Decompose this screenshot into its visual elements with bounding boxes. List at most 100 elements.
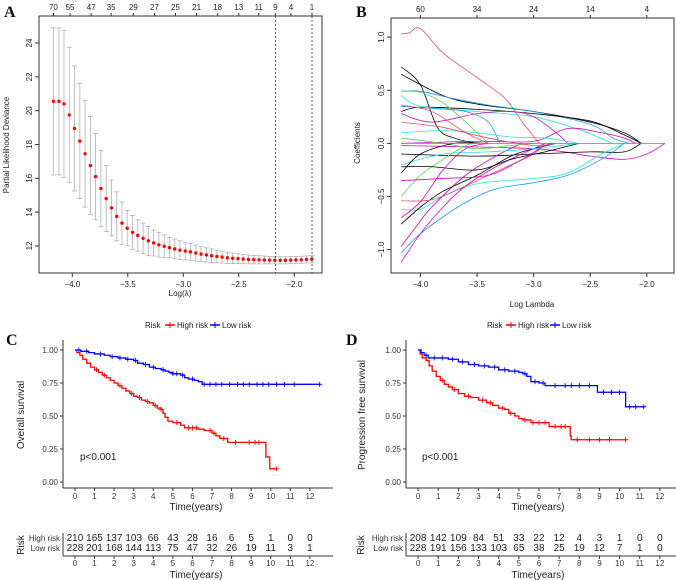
censor-mark [569, 383, 574, 388]
censor-mark [266, 382, 271, 387]
censor-mark [482, 363, 487, 368]
coefficient-path [401, 91, 488, 143]
censor-mark [98, 351, 103, 356]
risk-count: 19 [246, 543, 258, 554]
risk-table-x-tick-label: 2 [456, 559, 461, 568]
deviance-point [136, 234, 139, 237]
deviance-point [220, 255, 223, 258]
x-tick-label: −2.0 [639, 280, 655, 289]
top-tick-label: 13 [234, 3, 243, 12]
deviance-point [289, 258, 292, 261]
deviance-point [168, 246, 171, 249]
risk-table-x-tick-label: 10 [615, 559, 624, 568]
top-tick-label: 24 [529, 5, 538, 14]
censor-mark [274, 382, 279, 387]
deviance-point [231, 257, 234, 260]
censor-mark [213, 382, 218, 387]
deviance-point [194, 251, 197, 254]
y-tick-label: 0.5 [377, 84, 386, 96]
coefficient-path [401, 143, 624, 252]
y-axis-label: Coefficients [353, 122, 362, 164]
risk-count: 47 [187, 543, 199, 554]
censor-mark [609, 390, 614, 395]
risk-count: 228 [67, 543, 84, 554]
panel-d-progression-free-survival: Risk High risk Low risk Time(years) Prog… [356, 321, 676, 580]
censor-mark [256, 440, 261, 445]
x-tick-label: 2 [112, 492, 117, 501]
censor-mark [502, 367, 507, 372]
censor-mark [601, 390, 606, 395]
deviance-point [120, 221, 123, 224]
top-tick-label: 34 [473, 5, 482, 14]
y-tick-label: 0.25 [385, 445, 401, 454]
top-tick-label: 60 [416, 5, 425, 14]
censor-mark [282, 382, 287, 387]
x-tick-label: 11 [286, 492, 295, 501]
top-tick-label: 35 [107, 3, 116, 12]
risk-count: 201 [86, 543, 103, 554]
deviance-point [89, 164, 92, 167]
deviance-point [226, 256, 229, 259]
risk-row-label: High risk [29, 534, 61, 543]
deviance-point [189, 250, 192, 253]
censor-mark [492, 365, 497, 370]
top-tick-label: 18 [213, 3, 222, 12]
coefficient-path [401, 143, 579, 164]
censor-mark [587, 437, 592, 442]
risk-table-x-tick-label: 4 [151, 559, 156, 568]
top-tick-label: 55 [66, 3, 75, 12]
censor-mark [235, 382, 240, 387]
x-tick-label: 6 [190, 492, 195, 501]
deviance-point [210, 254, 213, 257]
risk-count: 7 [617, 543, 623, 554]
y-tick-label: 1.00 [42, 346, 58, 355]
risk-table-x-tick-label: 8 [577, 559, 582, 568]
panel-label-d: D [346, 332, 358, 349]
y-tick-label: 16 [25, 173, 34, 182]
p-value: p<0.001 [422, 452, 459, 463]
censor-mark [247, 440, 252, 445]
deviance-point [305, 258, 308, 261]
deviance-point [205, 253, 208, 256]
survival-curve-high-risk [75, 350, 277, 469]
censor-mark [317, 382, 322, 387]
risk-table-x-tick-label: 0 [73, 559, 78, 568]
risk-row-label: Low risk [374, 544, 404, 553]
risk-count: 19 [574, 543, 586, 554]
censor-mark [577, 383, 582, 388]
deviance-point [73, 127, 76, 130]
panel-label-a: A [4, 4, 16, 21]
risk-count: 65 [513, 543, 525, 554]
censor-mark [587, 383, 592, 388]
deviance-point [173, 247, 176, 250]
risk-table-x-tick-label: 12 [655, 559, 664, 568]
y-axis-label: Progression free survival [357, 360, 368, 470]
deviance-point [126, 226, 129, 229]
deviance-point [263, 258, 266, 261]
risk-table-x-tick-label: 7 [557, 559, 562, 568]
x-tick-label: 2 [456, 492, 461, 501]
risk-count: 0 [657, 543, 663, 554]
risk-table-x-label: Time(years) [170, 570, 223, 580]
x-axis-label: Log(λ) [169, 289, 192, 298]
top-tick-label: 4 [645, 5, 650, 14]
risk-table-title: Risk [16, 534, 27, 554]
legend-low-risk: Low risk [222, 321, 252, 330]
top-tick-label: 21 [192, 3, 201, 12]
x-axis-label: Time(years) [170, 502, 223, 513]
risk-table-x-label: Time(years) [512, 570, 565, 580]
y-tick-label: 0.00 [42, 478, 58, 487]
y-tick-label: 24 [25, 38, 34, 47]
x-tick-label: 0 [73, 492, 78, 501]
legend-title: Risk [145, 321, 162, 330]
deviance-point [131, 231, 134, 234]
x-tick-label: 10 [266, 492, 275, 501]
risk-table-x-tick-label: 7 [210, 559, 215, 568]
y-tick-label: 0.50 [42, 412, 58, 421]
risk-table-x-tick-label: 9 [597, 559, 602, 568]
risk-table-x-tick-label: 3 [131, 559, 136, 568]
top-tick-label: 1 [310, 3, 315, 12]
y-tick-label: 0.50 [385, 412, 401, 421]
censor-mark [575, 437, 580, 442]
